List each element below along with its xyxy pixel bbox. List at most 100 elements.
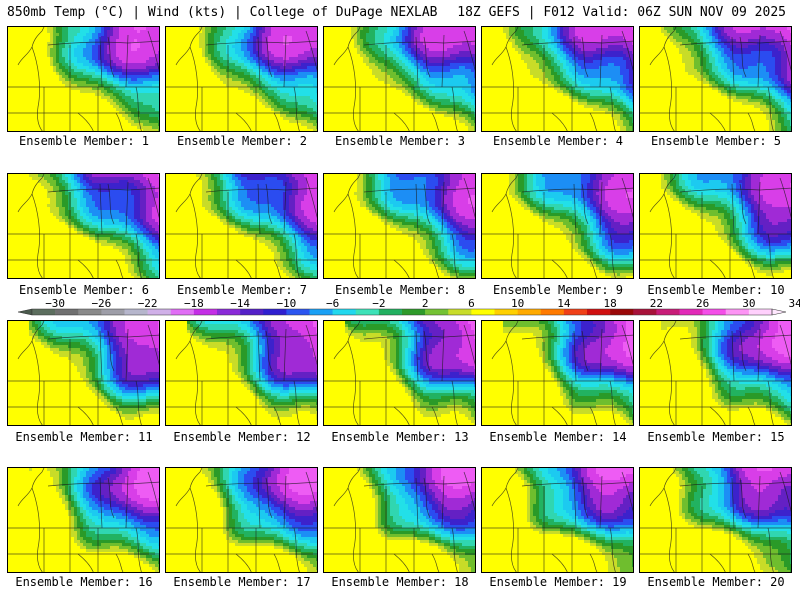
colorbar-legend: −30−26−22−18−14−10−6−2261014182226303438… xyxy=(17,297,800,316)
header-run-info: 18Z GEFS | F012 Valid: 06Z SUN NOV 09 20… xyxy=(457,5,786,21)
map-panel-member-15 xyxy=(639,320,792,426)
map-panel-member-2 xyxy=(165,26,318,132)
temperature-map-11 xyxy=(8,321,159,425)
colorbar-segment xyxy=(402,309,426,315)
temperature-map-18 xyxy=(324,468,475,572)
colorbar-tick-label: 34 xyxy=(789,297,800,310)
colorbar-segment xyxy=(610,309,634,315)
panel-label-member-15: Ensemble Member: 15 xyxy=(637,430,795,444)
colorbar-segment xyxy=(78,309,102,315)
panel-label-member-13: Ensemble Member: 13 xyxy=(321,430,479,444)
colorbar-tick-label: 10 xyxy=(511,297,524,310)
colorbar-segment xyxy=(748,309,773,315)
colorbar-segment xyxy=(679,309,703,315)
map-panel-member-3 xyxy=(323,26,476,132)
panel-label-member-4: Ensemble Member: 4 xyxy=(479,134,637,148)
panel-label-member-18: Ensemble Member: 18 xyxy=(321,575,479,589)
colorbar-segment xyxy=(332,309,357,315)
temperature-map-19 xyxy=(482,468,633,572)
panel-label-member-16: Ensemble Member: 16 xyxy=(5,575,163,589)
colorbar-tick-label: 30 xyxy=(742,297,755,310)
colorbar-tick-label: −26 xyxy=(91,297,111,310)
colorbar-segment xyxy=(286,309,310,315)
map-panel-member-7 xyxy=(165,173,318,279)
temperature-map-4 xyxy=(482,27,633,131)
colorbar-tick-label: 26 xyxy=(696,297,709,310)
panel-label-member-5: Ensemble Member: 5 xyxy=(637,134,795,148)
colorbar-segment xyxy=(217,309,241,315)
panel-label-member-1: Ensemble Member: 1 xyxy=(5,134,163,148)
colorbar-segment xyxy=(563,309,588,315)
map-panel-member-18 xyxy=(323,467,476,573)
colorbar-tick-label: 18 xyxy=(604,297,617,310)
colorbar-segment xyxy=(633,309,657,315)
colorbar-segment xyxy=(124,309,148,315)
colorbar-segment xyxy=(55,309,79,315)
colorbar-segment xyxy=(101,309,125,315)
temperature-map-7 xyxy=(166,174,317,278)
panel-label-member-19: Ensemble Member: 19 xyxy=(479,575,637,589)
colorbar-segment xyxy=(448,309,472,315)
panel-label-member-8: Ensemble Member: 8 xyxy=(321,283,479,297)
panel-label-member-17: Ensemble Member: 17 xyxy=(163,575,321,589)
temperature-map-16 xyxy=(8,468,159,572)
map-panel-member-5 xyxy=(639,26,792,132)
colorbar-segment xyxy=(378,309,403,315)
colorbar-tick-label: −10 xyxy=(276,297,296,310)
map-panel-member-6 xyxy=(7,173,160,279)
map-panel-member-17 xyxy=(165,467,318,573)
panel-label-member-14: Ensemble Member: 14 xyxy=(479,430,637,444)
map-panel-member-13 xyxy=(323,320,476,426)
temperature-map-20 xyxy=(640,468,791,572)
panel-label-member-9: Ensemble Member: 9 xyxy=(479,283,637,297)
temperature-map-9 xyxy=(482,174,633,278)
panel-label-member-2: Ensemble Member: 2 xyxy=(163,134,321,148)
temperature-map-8 xyxy=(324,174,475,278)
panel-label-member-20: Ensemble Member: 20 xyxy=(637,575,795,589)
temperature-map-14 xyxy=(482,321,633,425)
temperature-map-3 xyxy=(324,27,475,131)
map-panel-member-1 xyxy=(7,26,160,132)
colorbar-tick-label: 6 xyxy=(468,297,475,310)
colorbar-segment xyxy=(702,309,727,315)
colorbar-tick-label: −2 xyxy=(372,297,385,310)
colorbar-segment xyxy=(263,309,287,315)
temperature-map-12 xyxy=(166,321,317,425)
colorbar-segment xyxy=(425,309,449,315)
panel-label-member-3: Ensemble Member: 3 xyxy=(321,134,479,148)
colorbar-segment xyxy=(147,309,172,315)
map-panel-member-10 xyxy=(639,173,792,279)
map-panel-member-4 xyxy=(481,26,634,132)
colorbar-segment xyxy=(32,309,56,315)
panel-label-member-7: Ensemble Member: 7 xyxy=(163,283,321,297)
map-panel-member-11 xyxy=(7,320,160,426)
colorbar-segment xyxy=(170,309,195,315)
colorbar-segment xyxy=(355,309,380,315)
colorbar-tick-label: 22 xyxy=(650,297,663,310)
map-panel-member-19 xyxy=(481,467,634,573)
temperature-map-1 xyxy=(8,27,159,131)
colorbar-segment xyxy=(494,309,518,315)
temperature-map-17 xyxy=(166,468,317,572)
colorbar-tick-label: −30 xyxy=(45,297,65,310)
map-panel-member-14 xyxy=(481,320,634,426)
map-panel-member-20 xyxy=(639,467,792,573)
temperature-map-6 xyxy=(8,174,159,278)
colorbar-segment xyxy=(587,309,611,315)
panel-label-member-10: Ensemble Member: 10 xyxy=(637,283,795,297)
colorbar-tick-label: 14 xyxy=(557,297,571,310)
colorbar-segment xyxy=(656,309,680,315)
colorbar-tick-label: −18 xyxy=(184,297,204,310)
map-panel-member-9 xyxy=(481,173,634,279)
panel-label-member-11: Ensemble Member: 11 xyxy=(5,430,163,444)
temperature-map-13 xyxy=(324,321,475,425)
colorbar-segment xyxy=(309,309,333,315)
colorbar-segment xyxy=(471,309,495,315)
map-panel-member-12 xyxy=(165,320,318,426)
panel-label-member-6: Ensemble Member: 6 xyxy=(5,283,163,297)
colorbar-tick-label: 2 xyxy=(422,297,429,310)
panel-label-member-12: Ensemble Member: 12 xyxy=(163,430,321,444)
colorbar-tick-label: −6 xyxy=(326,297,339,310)
colorbar-segment xyxy=(540,309,565,315)
map-panel-member-8 xyxy=(323,173,476,279)
